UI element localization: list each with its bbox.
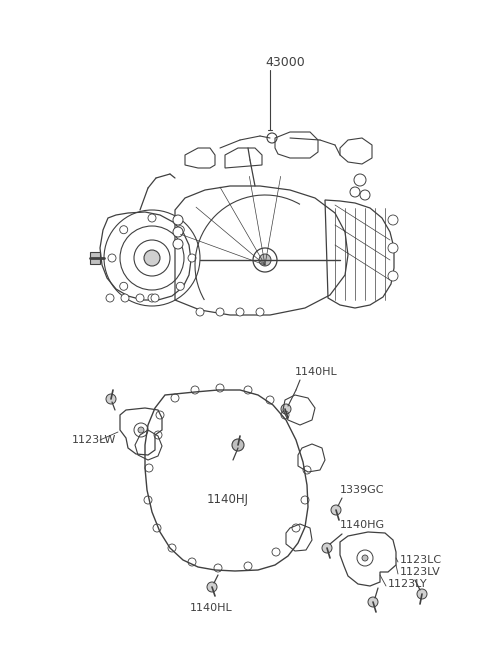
Circle shape	[136, 294, 144, 302]
Circle shape	[108, 254, 116, 262]
Circle shape	[259, 254, 271, 266]
Text: 43000: 43000	[265, 56, 305, 69]
Circle shape	[176, 282, 184, 290]
Circle shape	[173, 215, 183, 225]
Circle shape	[360, 190, 370, 200]
Circle shape	[207, 582, 217, 592]
Circle shape	[236, 308, 244, 316]
Text: 1123LW: 1123LW	[72, 435, 116, 445]
Text: 1123LV: 1123LV	[400, 567, 441, 577]
Circle shape	[106, 394, 116, 404]
Circle shape	[138, 427, 144, 433]
Text: 1339GC: 1339GC	[340, 485, 384, 495]
Circle shape	[144, 250, 160, 266]
Text: 1140HL: 1140HL	[190, 603, 233, 613]
Circle shape	[354, 174, 366, 186]
Circle shape	[388, 243, 398, 253]
Circle shape	[176, 226, 184, 234]
Circle shape	[120, 282, 128, 290]
Circle shape	[388, 215, 398, 225]
Circle shape	[350, 187, 360, 197]
Circle shape	[196, 308, 204, 316]
Text: 1123LC: 1123LC	[400, 555, 442, 565]
Circle shape	[173, 239, 183, 249]
Circle shape	[388, 271, 398, 281]
Circle shape	[253, 248, 277, 272]
Polygon shape	[90, 252, 100, 264]
Circle shape	[322, 543, 332, 553]
Circle shape	[232, 439, 244, 451]
Circle shape	[331, 505, 341, 515]
Circle shape	[148, 294, 156, 302]
Circle shape	[362, 555, 368, 561]
Circle shape	[368, 597, 378, 607]
Text: 1123LY: 1123LY	[388, 579, 428, 589]
Circle shape	[256, 308, 264, 316]
Circle shape	[188, 254, 196, 262]
Text: 1140HG: 1140HG	[340, 520, 385, 530]
Circle shape	[148, 214, 156, 222]
Circle shape	[120, 226, 128, 234]
Text: 1140HJ: 1140HJ	[207, 493, 249, 506]
Circle shape	[106, 294, 114, 302]
Circle shape	[267, 133, 277, 143]
Circle shape	[281, 404, 291, 414]
Circle shape	[417, 589, 427, 599]
Text: 1140HL: 1140HL	[295, 367, 338, 377]
Circle shape	[151, 294, 159, 302]
Circle shape	[173, 227, 183, 237]
Circle shape	[121, 294, 129, 302]
Circle shape	[216, 308, 224, 316]
